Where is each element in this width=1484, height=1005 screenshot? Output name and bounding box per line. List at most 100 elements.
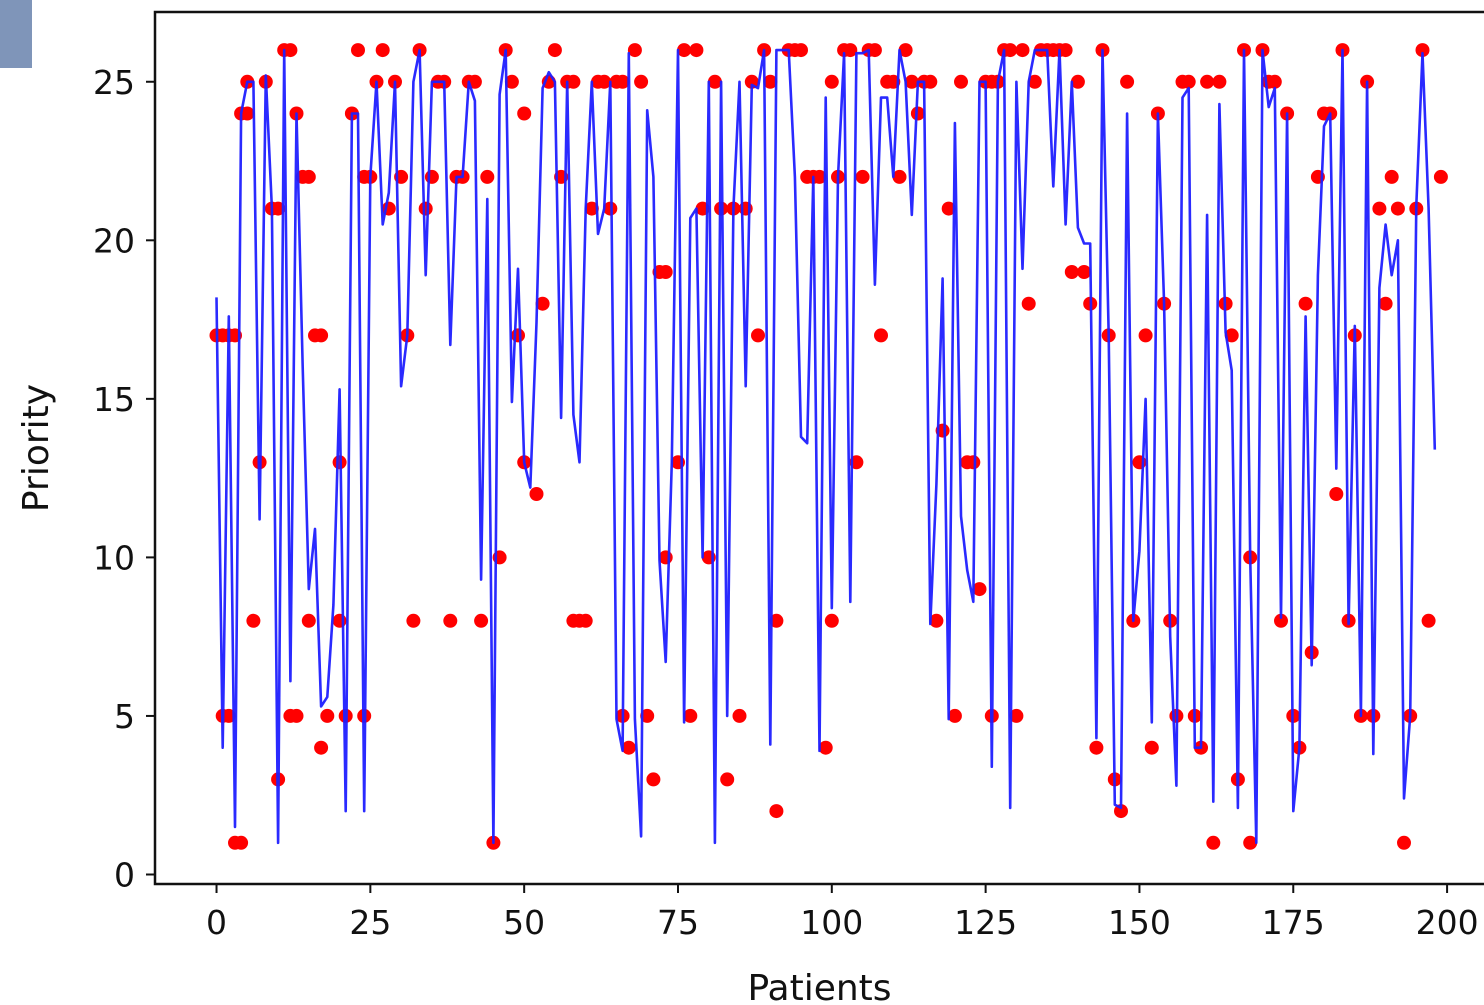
data-point (1298, 296, 1313, 311)
data-point (480, 169, 495, 184)
data-point (474, 613, 489, 628)
y-axis-label: Priority (16, 384, 57, 512)
data-point (535, 296, 550, 311)
data-point (406, 613, 421, 628)
data-point (1433, 169, 1448, 184)
data-point (683, 708, 698, 723)
data-point (1027, 74, 1042, 89)
data-point (246, 613, 261, 628)
data-point (818, 740, 833, 755)
data-point (677, 43, 692, 58)
data-point (812, 169, 827, 184)
data-point (1390, 201, 1405, 216)
y-axis: 0 5 10 15 20 25 (93, 63, 155, 894)
y-tick-label: 20 (93, 221, 135, 260)
data-point (966, 455, 981, 470)
data-point (351, 43, 365, 58)
data-point (1267, 74, 1282, 89)
data-point (689, 43, 704, 58)
data-point (597, 74, 612, 89)
data-point (892, 169, 907, 184)
trend-line (215, 48, 1437, 845)
data-point (418, 201, 433, 216)
data-point (615, 74, 630, 89)
data-point (1181, 74, 1196, 89)
data-point (720, 772, 735, 787)
data-point (1120, 74, 1135, 89)
data-point (1089, 740, 1104, 755)
y-tick-label: 5 (114, 697, 135, 736)
data-point (240, 106, 255, 121)
data-point (910, 106, 925, 121)
data-point (824, 74, 839, 89)
data-point (1274, 613, 1288, 628)
data-point (1077, 265, 1092, 279)
data-point (769, 613, 784, 628)
data-point (1200, 74, 1215, 89)
x-axis-label: Patients (747, 968, 891, 1005)
axes-frame (153, 10, 1484, 886)
data-point (621, 740, 636, 755)
x-tick-label: 25 (349, 903, 391, 942)
data-point (301, 169, 316, 184)
data-point (1070, 74, 1085, 89)
data-point (929, 613, 944, 628)
data-point (1329, 487, 1344, 501)
data-point (1421, 613, 1436, 628)
data-point (941, 201, 956, 216)
data-point (332, 613, 347, 628)
data-point (529, 487, 544, 501)
data-point (904, 74, 919, 89)
y-tick-label: 10 (93, 538, 135, 577)
data-point (301, 613, 316, 628)
data-point (1372, 201, 1387, 216)
data-point (1206, 835, 1221, 850)
data-point (566, 74, 581, 89)
data-point (320, 708, 335, 723)
x-tick-label: 100 (800, 903, 863, 942)
data-point (375, 43, 390, 58)
data-point (1114, 804, 1128, 819)
x-tick-label: 50 (503, 903, 545, 942)
data-point (923, 74, 938, 89)
data-point (658, 265, 673, 279)
data-point (1224, 328, 1239, 343)
data-point (972, 582, 987, 597)
data-point (898, 43, 913, 58)
data-point (504, 74, 519, 89)
data-point (627, 43, 642, 58)
data-point (578, 613, 593, 628)
data-point (547, 43, 562, 58)
data-point (707, 74, 722, 89)
data-point (289, 708, 304, 723)
corner-tab (0, 0, 32, 68)
data-point (640, 708, 655, 723)
x-tick-label: 75 (657, 903, 699, 942)
data-point (584, 201, 599, 216)
data-point (1397, 835, 1411, 850)
data-point (751, 328, 765, 343)
data-point (1415, 43, 1430, 58)
y-tick-label: 15 (93, 380, 135, 419)
data-point (271, 201, 286, 216)
y-tick-label: 25 (93, 63, 135, 102)
data-point (855, 169, 870, 184)
data-point (824, 613, 839, 628)
data-point (1058, 43, 1073, 58)
data-point (763, 74, 778, 89)
x-tick-label: 175 (1262, 903, 1325, 942)
data-point (1138, 328, 1153, 343)
data-point (443, 613, 458, 628)
data-point (283, 43, 298, 58)
data-point (1384, 169, 1399, 184)
data-point (314, 740, 329, 755)
data-point (511, 328, 525, 343)
data-point (867, 43, 882, 58)
data-point (634, 74, 649, 89)
data-point (1003, 43, 1018, 58)
data-point (234, 835, 249, 850)
plot-area (209, 43, 1448, 850)
data-point (769, 804, 784, 819)
data-point (843, 43, 858, 58)
data-point (517, 106, 532, 121)
